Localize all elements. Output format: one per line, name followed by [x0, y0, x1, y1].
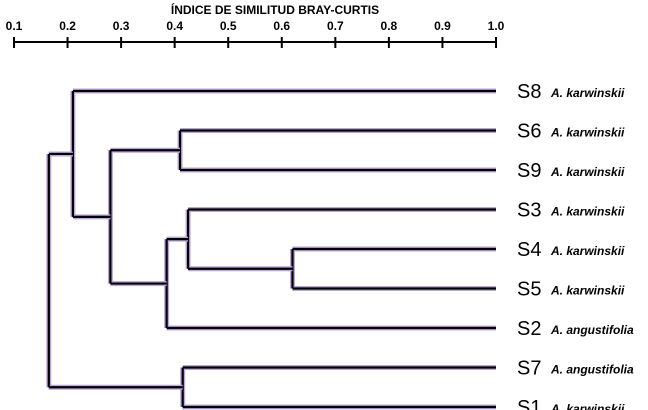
tick-label: 0.5: [220, 19, 237, 33]
leaf-species: A. karwinskii: [550, 205, 625, 219]
leaf-labels: S8 A. karwinskii S6 A. karwinskii S9 A. karwi…: [517, 81, 634, 410]
leaf-species: A. karwinskii: [550, 284, 625, 298]
leaf-species: A. karwinskii: [550, 165, 625, 179]
branch-glow-m1: [177, 128, 496, 173]
tick-label: 1.0: [488, 19, 505, 33]
branch-glow-m7: [180, 365, 496, 410]
tick-label: 0.1: [6, 19, 23, 33]
leaf-code: S2: [517, 318, 541, 340]
similarity-axis: 0.1 0.2 0.3 0.4 0.5 0.6 0.7 0.8 0.9 1.0: [6, 19, 505, 48]
leaf-code: S8: [517, 81, 541, 103]
tick-label: 0.8: [381, 19, 398, 33]
leaf-species: A. karwinskii: [550, 402, 625, 410]
leaf-species: A. karwinskii: [550, 244, 625, 258]
branch-glow-m5: [107, 147, 181, 287]
branch-glow-m2: [289, 246, 496, 291]
branch-m4: [165, 238, 496, 330]
leaf-code: S9: [517, 160, 541, 182]
tick-label: 0.7: [327, 19, 344, 33]
branch-m5: [109, 149, 181, 285]
branch-m3: [186, 208, 496, 270]
leaf-species: A. karwinskii: [550, 86, 625, 100]
leaf-species: A. karwinskii: [550, 126, 625, 140]
leaf-code: S4: [517, 239, 541, 261]
axis-title: ÍNDICE DE SIMILITUD BRAY-CURTIS: [171, 2, 379, 17]
tick-label: 0.6: [273, 19, 290, 33]
tick-label: 0.4: [166, 19, 183, 33]
leaf-species: A. angustifolia: [550, 323, 634, 337]
tick-label: 0.3: [113, 19, 130, 33]
branch-glow-m8: [46, 151, 183, 390]
branch-glow-m6: [70, 88, 496, 220]
leaf-code: S7: [517, 358, 541, 380]
branch-glow-m4: [164, 236, 496, 331]
leaf-species: A. angustifolia: [550, 363, 634, 377]
branch-m7: [181, 366, 496, 409]
leaf-code: S5: [517, 279, 541, 301]
branch-m2: [291, 247, 496, 290]
branch-m6: [71, 89, 496, 219]
branch-m1: [178, 129, 496, 172]
leaf-code: S1: [517, 397, 541, 410]
tick-label: 0.9: [434, 19, 451, 33]
dendrogram-branches: [46, 88, 496, 410]
branch-m8: [47, 152, 183, 389]
leaf-code: S3: [517, 200, 541, 222]
leaf-code: S6: [517, 121, 541, 143]
branch-glow-m3: [185, 207, 496, 272]
tick-label: 0.2: [59, 19, 76, 33]
